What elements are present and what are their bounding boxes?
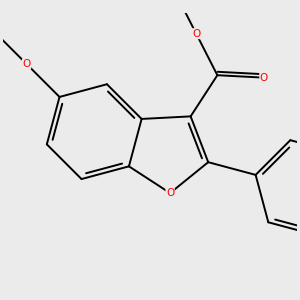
Text: O: O [260, 73, 268, 83]
Text: O: O [166, 188, 174, 198]
Text: O: O [192, 29, 200, 39]
Text: O: O [22, 59, 31, 69]
